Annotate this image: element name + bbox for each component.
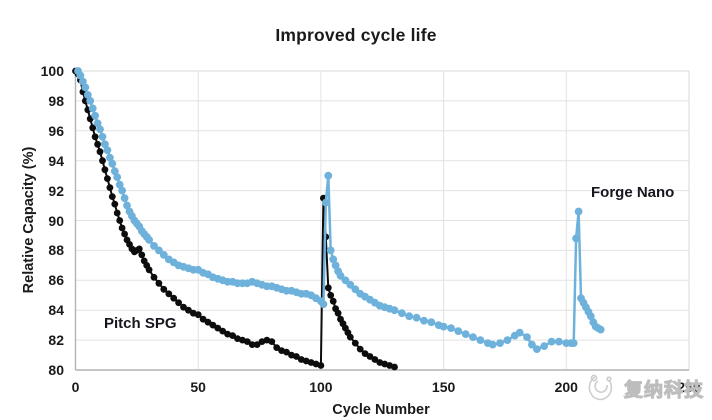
x-tick-label: 100 xyxy=(309,379,333,395)
x-tick-label: 200 xyxy=(554,379,578,395)
series-label-pitch-spg: Pitch SPG xyxy=(104,315,177,332)
chart-title: Improved cycle life xyxy=(275,25,437,45)
x-tick-label: 0 xyxy=(71,379,80,395)
y-tick-label: 92 xyxy=(48,182,64,199)
x-tick-label: 150 xyxy=(431,379,456,395)
y-tick-label: 86 xyxy=(48,272,64,289)
y-tick-label: 84 xyxy=(48,302,64,319)
x-tick-label: 250 xyxy=(677,379,701,395)
y-tick-label: 88 xyxy=(48,242,64,259)
series-label-forge-nano: Forge Nano xyxy=(591,184,675,201)
y-tick-label: 80 xyxy=(48,362,64,378)
y-tick-label: 94 xyxy=(48,152,64,169)
y-tick-label: 90 xyxy=(48,212,64,229)
x-tick-label: 50 xyxy=(190,379,206,395)
y-tick-label: 82 xyxy=(48,332,64,349)
y-tick-label: 96 xyxy=(48,122,64,139)
x-axis-title: Cycle Number xyxy=(332,402,430,418)
y-tick-label: 100 xyxy=(40,63,64,79)
y-tick-label: 98 xyxy=(48,92,64,109)
